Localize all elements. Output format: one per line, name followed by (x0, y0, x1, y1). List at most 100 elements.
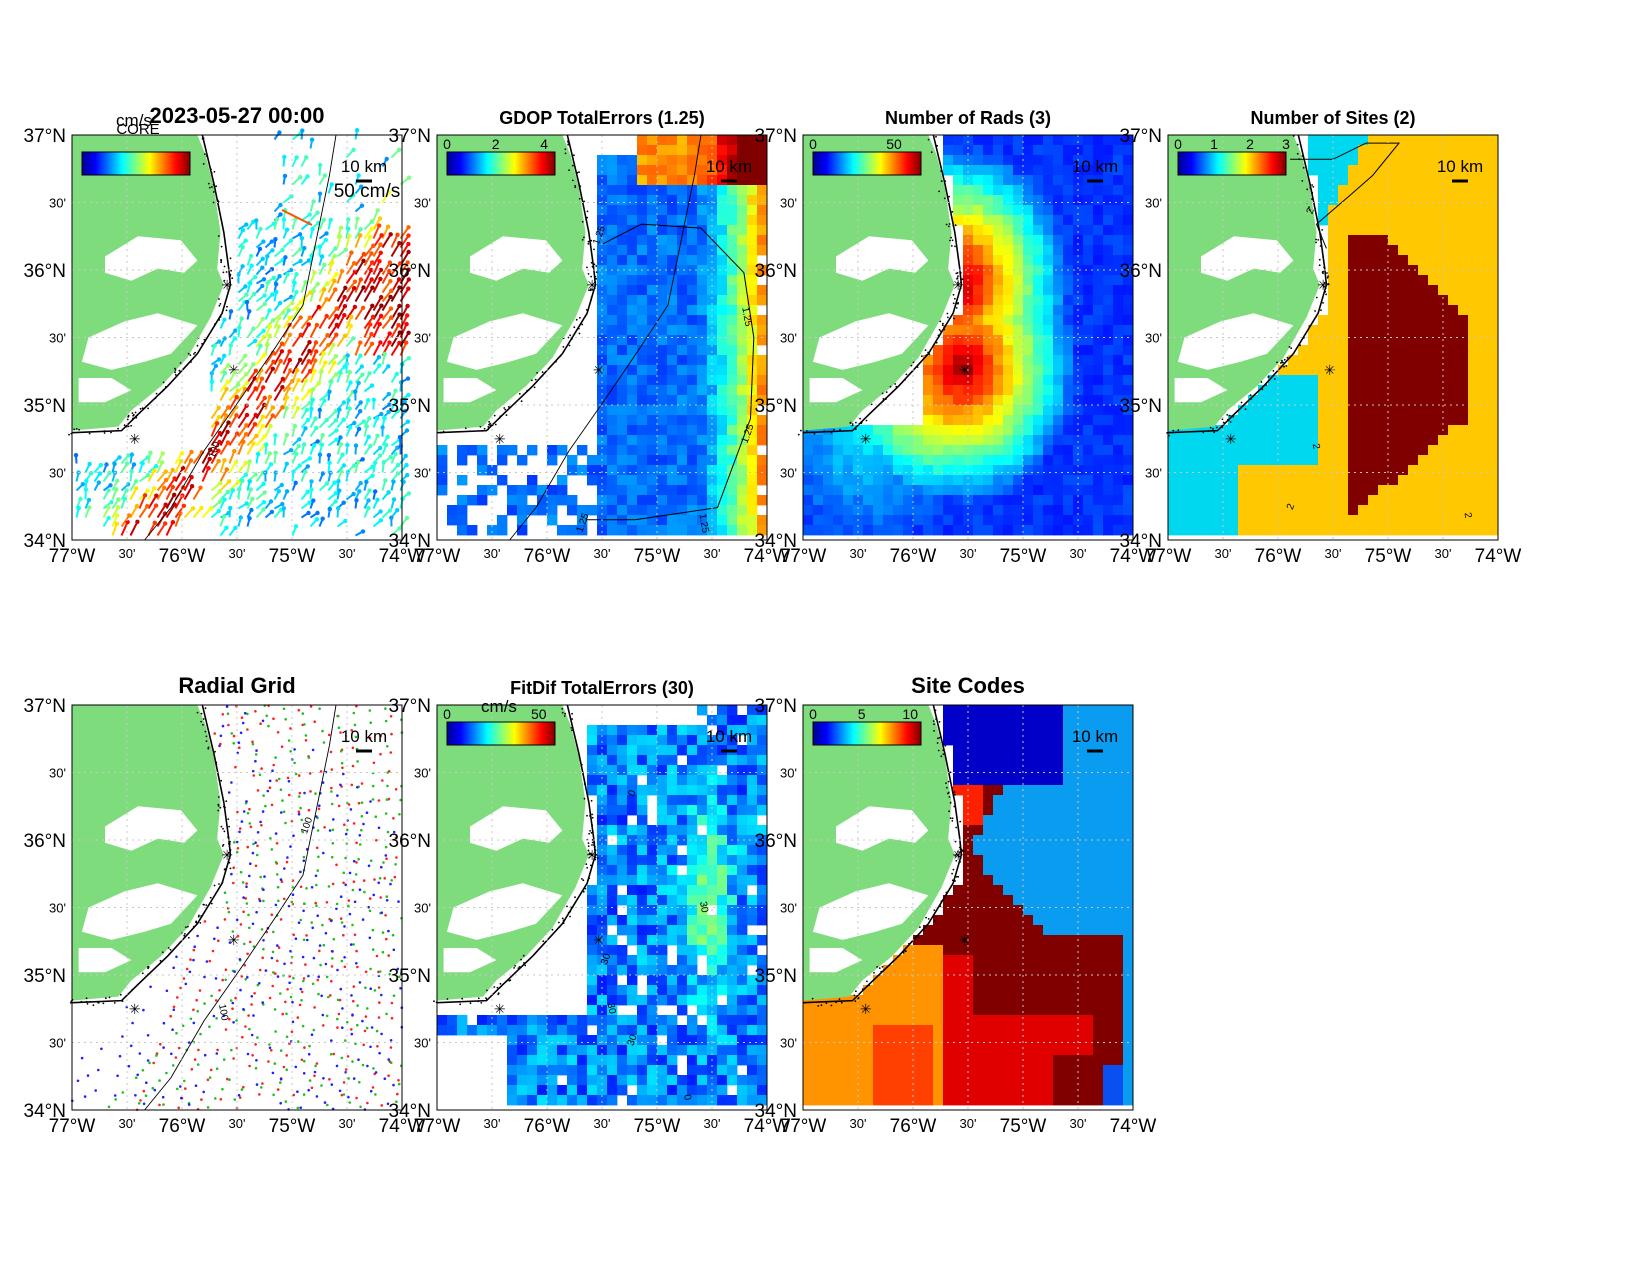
vector-head (172, 476, 177, 481)
vector-head (278, 300, 283, 306)
heat-cell (1043, 515, 1054, 526)
heat-cell (617, 355, 628, 366)
current-vector (390, 287, 401, 302)
heat-cell (993, 305, 1004, 316)
vector-head (294, 289, 299, 295)
vector-head (253, 386, 258, 391)
heat-cell (1318, 155, 1329, 166)
heat-cell (983, 315, 994, 326)
radial-grid-point (251, 740, 254, 744)
heat-cell (567, 465, 578, 476)
vector-scale-label: 50 cm/s (334, 181, 401, 202)
radial-grid-point (305, 887, 308, 890)
vector-head (356, 380, 361, 386)
vector-head (322, 398, 327, 403)
heat-cell (1368, 505, 1379, 516)
heat-cell (1348, 345, 1359, 356)
vector-head (153, 503, 159, 508)
heat-cell (1398, 475, 1409, 486)
vector-head (364, 479, 369, 485)
heat-cell (1458, 505, 1469, 516)
heat-cell (1448, 185, 1459, 196)
heat-cell (893, 445, 904, 456)
panel-title: Number of Sites (2) (1250, 108, 1415, 128)
heat-cell (1083, 495, 1094, 506)
radial-grid-point (221, 713, 225, 716)
heat-cell (1023, 255, 1034, 266)
heat-cell (627, 435, 638, 446)
heat-cell (757, 395, 768, 406)
vector-head (375, 497, 380, 502)
heat-cell (993, 325, 1004, 336)
coast-dot (86, 1003, 89, 1005)
heat-cell (1468, 345, 1479, 356)
heat-cell (1338, 205, 1349, 216)
heat-cell (437, 485, 448, 496)
radial-grid-point (390, 732, 393, 736)
vector-head (145, 503, 150, 509)
radial-grid-point (315, 904, 318, 908)
current-vector (345, 281, 356, 294)
heat-cell (1448, 335, 1459, 346)
heat-cell (1328, 435, 1339, 446)
heat-cell (1033, 475, 1044, 486)
heat-cell (737, 365, 748, 376)
heat-cell (737, 255, 748, 266)
heat-cell (1268, 465, 1279, 476)
heat-cell (647, 205, 658, 216)
heat-cell (1003, 505, 1014, 516)
heat-cell (1308, 335, 1319, 346)
heat-cell (647, 315, 658, 326)
heat-cell (657, 345, 668, 356)
heat-cell (717, 285, 728, 296)
vector-head (233, 328, 238, 333)
heat-cell (1428, 515, 1439, 526)
heat-cell (1103, 205, 1114, 216)
vector-head (244, 403, 249, 408)
heat-cell (1258, 525, 1269, 536)
heat-cell (757, 435, 768, 446)
radial-grid-point (192, 948, 196, 952)
radial-grid-point (253, 992, 256, 995)
heat-cell (1178, 435, 1189, 446)
vector-head (298, 175, 303, 180)
vector-head (387, 340, 392, 345)
heat-cell (657, 485, 668, 496)
vector-head (262, 434, 267, 439)
heat-cell (1378, 445, 1389, 456)
colorbar-tick: 0 (443, 136, 451, 152)
heat-cell (1338, 375, 1349, 386)
heat-cell (973, 455, 984, 466)
vector-head (321, 351, 326, 356)
heat-cell (607, 335, 618, 346)
heat-cell (697, 285, 708, 296)
heat-cell (1053, 465, 1064, 476)
heat-cell (1428, 445, 1439, 456)
heat-cell (1378, 515, 1389, 526)
heat-cell (727, 375, 738, 386)
coast-dot (147, 407, 150, 410)
heat-cell (933, 495, 944, 506)
vector-head (387, 508, 393, 513)
radial-grid-point (218, 989, 221, 992)
vector-head (321, 217, 326, 222)
heat-cell (1358, 405, 1369, 416)
heat-cell (1388, 195, 1399, 206)
heat-cell (1053, 325, 1064, 336)
heat-cell (1288, 435, 1299, 446)
radial-grid-point (341, 766, 344, 770)
coast-dot (590, 275, 592, 278)
heat-cell (517, 525, 528, 536)
heat-cell (757, 135, 768, 146)
heat-cell (973, 285, 984, 296)
vector-head (247, 516, 252, 521)
radial-grid-point (355, 841, 358, 845)
heat-cell (1013, 265, 1024, 276)
vector-head (378, 445, 383, 451)
heat-cell (1228, 455, 1239, 466)
heat-cell (903, 475, 914, 486)
heat-cell (747, 285, 758, 296)
heat-cell (547, 485, 558, 496)
vector-head (354, 128, 360, 133)
heat-cell (1063, 275, 1074, 286)
